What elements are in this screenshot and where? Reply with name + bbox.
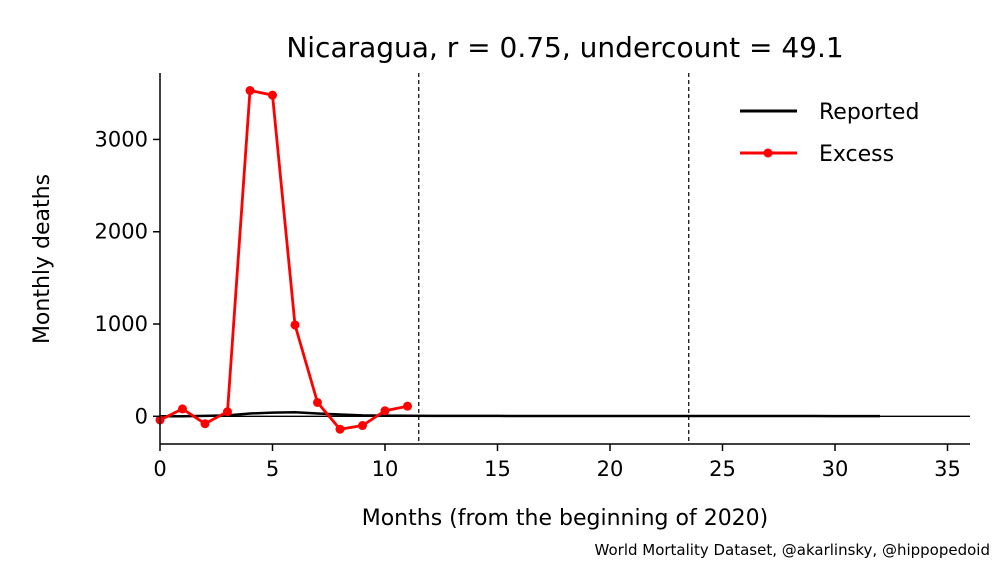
series-line-excess [159,89,408,431]
data-point-excess [200,419,210,429]
data-point-excess [403,401,412,411]
data-point-excess [335,424,345,434]
x-tick-label: 20 [597,457,624,481]
data-point-excess [313,397,322,407]
x-tick-label: 10 [372,457,399,481]
credit-text: World Mortality Dataset, @akarlinsky, @h… [595,541,990,559]
data-point-excess [223,407,232,417]
y-tick-label: 3000 [95,127,148,151]
legend-label-reported: Reported [819,100,919,125]
series-line-reported [160,410,880,418]
legend: Reported Excess [740,100,919,167]
y-tick-label: 1000 [95,312,148,336]
x-axis-label: Months (from the beginning of 2020) [362,506,769,531]
y-tick-label: 2000 [95,220,148,244]
x-tick-label: 0 [153,457,166,481]
legend-marker-excess [763,148,773,158]
data-point-excess [290,320,300,330]
data-point-excess [358,421,367,431]
plot-area [155,73,970,444]
y-tick-label: 0 [135,404,148,428]
legend-label-excess: Excess [819,142,894,167]
data-point-excess [380,406,390,416]
data-point-excess [268,90,277,100]
data-point-excess [245,86,255,96]
x-tick-label: 5 [266,457,279,481]
x-tick-label: 30 [822,457,849,481]
y-axis-ticks: 0 1000 2000 3000 [95,127,160,428]
y-axis-label: Monthly deaths [30,174,55,344]
x-tick-label: 25 [709,457,736,481]
x-tick-label: 35 [934,457,961,481]
x-tick-label: 15 [484,457,511,481]
x-axis-ticks: 0 5 10 15 20 25 30 35 [153,444,961,481]
data-point-excess [178,404,187,414]
chart-title: Nicaragua, r = 0.75, undercount = 49.1 [286,31,843,64]
